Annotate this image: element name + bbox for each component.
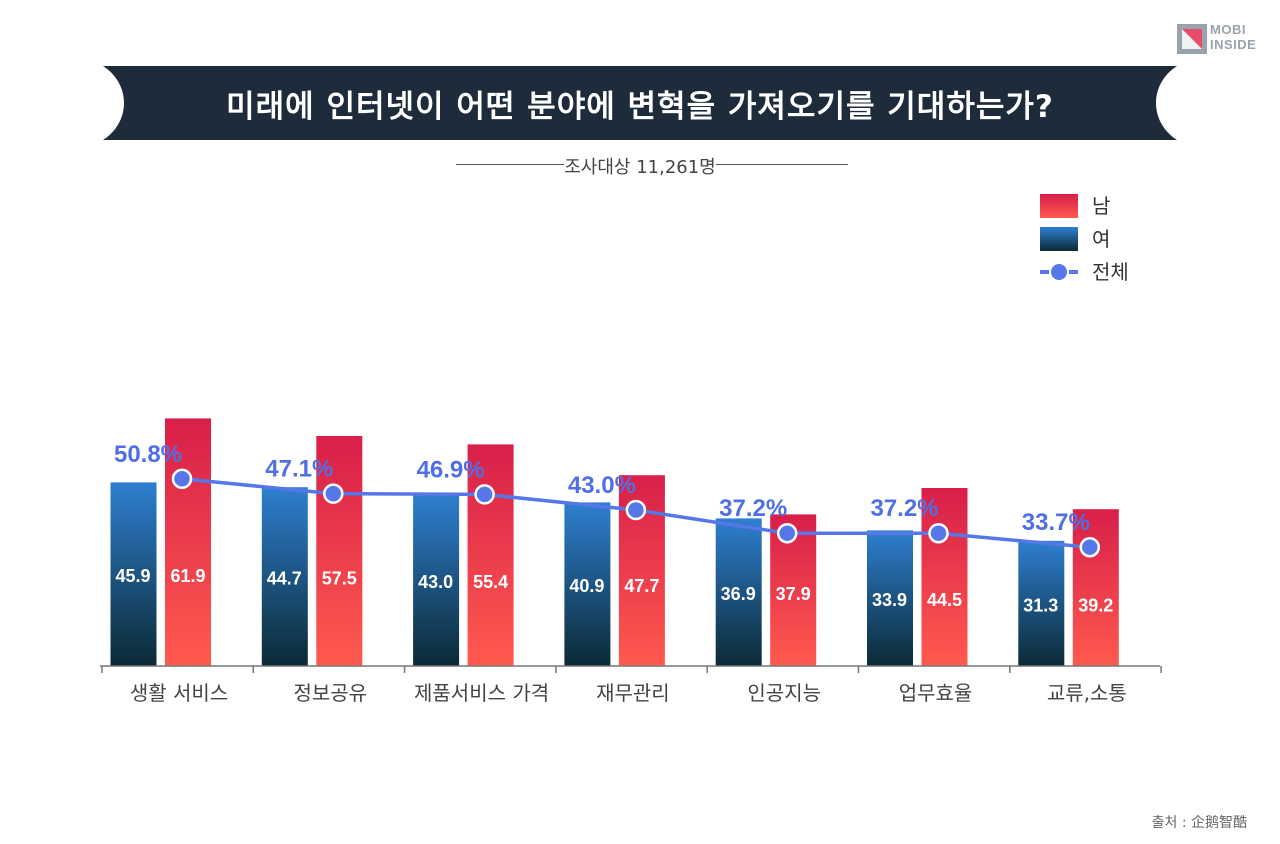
bar-female-label: 40.9 bbox=[569, 576, 604, 596]
subtitle-rule-left bbox=[456, 164, 564, 165]
total-point-label: 43.0% bbox=[568, 472, 636, 499]
category-label: 정보공유 bbox=[293, 681, 367, 705]
legend-label-total: 전체 bbox=[1092, 260, 1129, 284]
legend-swatch-male bbox=[1040, 194, 1078, 218]
total-point-label: 47.1% bbox=[265, 456, 333, 483]
total-point bbox=[474, 484, 495, 505]
total-point bbox=[323, 483, 344, 504]
bar-male-label: 47.7 bbox=[624, 576, 659, 596]
legend-item-female: 여 bbox=[1040, 225, 1180, 253]
legend-swatch-total bbox=[1040, 262, 1078, 282]
bar-female bbox=[867, 530, 913, 666]
bar-female bbox=[1018, 540, 1065, 666]
total-point-label: 37.2% bbox=[870, 495, 938, 522]
bar-female-label: 43.0 bbox=[418, 572, 453, 592]
legend-swatch-female bbox=[1040, 227, 1078, 251]
category-label: 교류,소통 bbox=[1047, 681, 1127, 705]
logo-text: MOBI INSIDE bbox=[1210, 22, 1256, 52]
bar-male bbox=[1072, 509, 1119, 666]
category-label: 인공지능 bbox=[747, 681, 821, 705]
bar-male-label: 55.4 bbox=[473, 572, 508, 592]
category-label: 생활 서비스 bbox=[130, 681, 228, 705]
source-note: 출처 : 企鹅智酷 bbox=[1151, 815, 1247, 831]
bar-female-label: 44.7 bbox=[267, 569, 302, 589]
bar-female-label: 33.9 bbox=[872, 590, 907, 610]
category-label: 재무관리 bbox=[596, 681, 670, 705]
total-point-label: 37.2% bbox=[719, 495, 787, 522]
bar-female bbox=[110, 482, 157, 666]
bar-female-label: 45.9 bbox=[115, 566, 150, 586]
legend-label-female: 여 bbox=[1092, 227, 1111, 251]
bar-female-label: 36.9 bbox=[721, 584, 756, 604]
total-point-label: 33.7% bbox=[1022, 509, 1090, 536]
banner-shape bbox=[103, 66, 1177, 140]
bar-female bbox=[564, 502, 611, 666]
bar-female bbox=[413, 494, 460, 666]
bar-male-label: 39.2 bbox=[1078, 595, 1113, 615]
logo-mark-icon bbox=[1177, 24, 1207, 54]
mobiinside-logo: MOBI INSIDE bbox=[1177, 22, 1267, 58]
legend-item-male: 남 bbox=[1040, 192, 1180, 220]
total-point bbox=[928, 522, 949, 544]
bar-male-label: 57.5 bbox=[322, 569, 357, 589]
total-point-label: 50.8% bbox=[114, 441, 182, 468]
category-label: 업무효율 bbox=[899, 681, 973, 705]
logo-line1: MOBI bbox=[1210, 22, 1246, 37]
bar-male bbox=[467, 444, 514, 666]
subtitle-rule-right bbox=[716, 164, 848, 165]
category-label: 제품서비스 가격 bbox=[414, 681, 549, 705]
bar-female-label: 31.3 bbox=[1023, 595, 1058, 615]
legend-item-total: 전체 bbox=[1040, 258, 1180, 286]
logo-line2: INSIDE bbox=[1210, 37, 1257, 52]
total-point bbox=[1079, 536, 1101, 558]
total-point bbox=[171, 468, 193, 490]
bar-male-label: 44.5 bbox=[927, 590, 962, 610]
bar-male bbox=[921, 488, 968, 666]
chart-subtitle: 조사대상 11,261명 bbox=[564, 157, 716, 178]
total-point-label: 46.9% bbox=[417, 456, 485, 483]
total-point bbox=[776, 522, 798, 544]
bar-female bbox=[261, 487, 308, 666]
bar-male bbox=[165, 418, 211, 666]
bar-male-label: 37.9 bbox=[776, 584, 811, 604]
total-point bbox=[625, 499, 647, 521]
bar-male bbox=[316, 436, 363, 666]
legend-label-male: 남 bbox=[1092, 194, 1111, 218]
title-banner: 미래에 인터넷이 어떤 분야에 변혁을 가져오기를 기대하는가? bbox=[103, 66, 1177, 140]
bar-male-label: 61.9 bbox=[170, 566, 205, 586]
chart-title: 미래에 인터넷이 어떤 분야에 변혁을 가져오기를 기대하는가? bbox=[226, 88, 1054, 125]
bar-female bbox=[715, 518, 762, 666]
